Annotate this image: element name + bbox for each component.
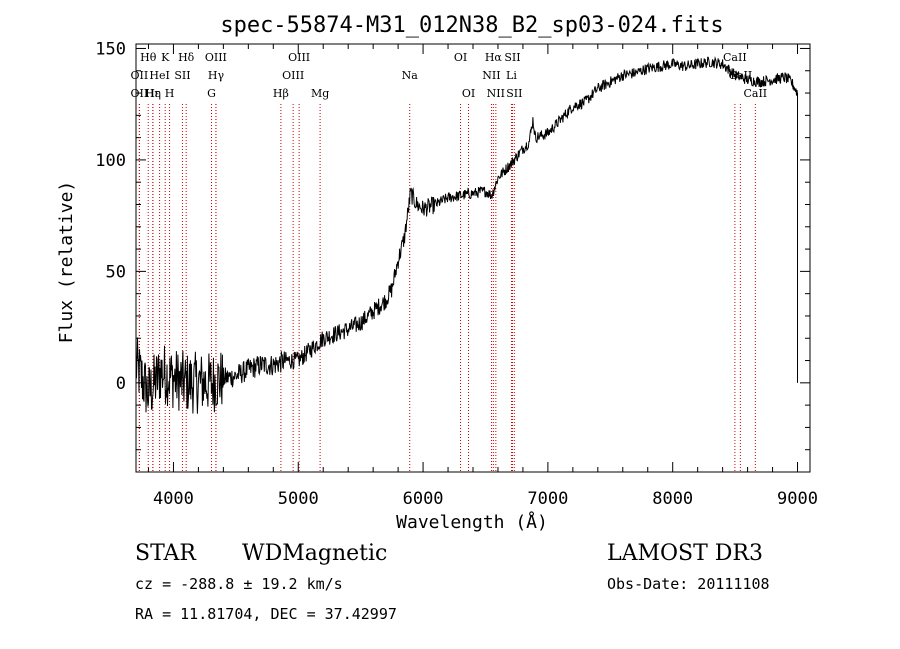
spectral-line-label: Hβ	[273, 87, 289, 100]
spectral-line-label: Hε	[145, 87, 161, 100]
spectral-line-label: Hα	[485, 51, 503, 64]
x-tick-label: 4000	[153, 489, 194, 509]
spectral-line-label: OIII	[282, 69, 304, 82]
x-axis-label: Wavelength (Å)	[396, 511, 548, 533]
x-tick-label: 7000	[527, 489, 568, 509]
obs-date: Obs-Date: 20111108	[607, 575, 770, 593]
y-axis: 0 50 100 150	[95, 39, 810, 473]
spectral-line-label: HeI	[149, 69, 169, 82]
spectral-line-label: Hδ	[178, 51, 195, 64]
spectral-line-label: Hγ	[208, 69, 225, 82]
spectral-line-label: K	[161, 51, 170, 64]
y-tick-label: 0	[116, 374, 126, 394]
spectral-line-label: OI	[454, 51, 467, 64]
spectral-line-label: Na	[402, 69, 419, 82]
y-tick-label: 150	[95, 39, 126, 59]
chart-title: spec-55874-M31_012N38_B2_sp03-024.fits	[220, 13, 723, 38]
object-class: STAR	[135, 541, 197, 566]
y-tick-label: 50	[106, 262, 126, 282]
y-tick-label: 100	[95, 151, 126, 171]
spectral-line-label: OIII	[205, 51, 227, 64]
spectral-line-label: NII	[482, 69, 500, 82]
x-tick-label: 6000	[403, 489, 444, 509]
x-tick-label: 5000	[278, 489, 319, 509]
y-axis-label: Flux (relative)	[56, 181, 77, 344]
spectral-line-label: SII	[174, 69, 190, 82]
spectral-line-label: SII	[504, 51, 520, 64]
spectral-line-label: SII	[506, 87, 522, 100]
spectral-line-label: G	[207, 87, 216, 100]
spectral-line-label: NII	[487, 87, 505, 100]
spectral-line-label: Mg	[311, 87, 329, 100]
coordinates: RA = 11.81704, DEC = 37.42997	[135, 605, 397, 623]
spectral-line-label: OII	[131, 69, 149, 82]
spectral-line-label: Hθ	[140, 51, 157, 64]
spectral-line-label: OIII	[288, 51, 310, 64]
spectral-line-label: H	[165, 87, 175, 100]
object-subclass: WDMagnetic	[242, 541, 387, 566]
redshift-text: cz = -288.8 ± 19.2 km/s	[135, 575, 343, 593]
spectral-line-label: OI	[462, 87, 475, 100]
spectral-line-label: CaII	[743, 87, 767, 100]
plot-frame	[135, 43, 811, 473]
x-tick-label: 8000	[652, 489, 693, 509]
survey-name: LAMOST DR3	[607, 541, 763, 566]
x-tick-label: 9000	[777, 489, 818, 509]
spectral-line-label: Hη	[145, 87, 161, 100]
x-axis: 4000 5000 6000 7000 8000 9000	[147, 44, 818, 509]
spectrum-line	[135, 56, 798, 414]
spectral-line-label: OII	[131, 87, 149, 100]
spectral-line-label: Li	[506, 69, 517, 82]
spectral-line-label: CaII	[723, 51, 747, 64]
